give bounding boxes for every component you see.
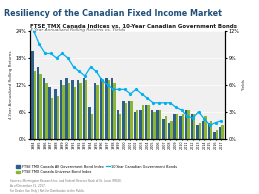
Bar: [196, 125, 199, 139]
Bar: [202, 121, 204, 139]
Text: Resiliency of the Canadian Fixed Income Market: Resiliency of the Canadian Fixed Income …: [4, 9, 222, 18]
Bar: [168, 123, 170, 139]
Bar: [159, 110, 161, 139]
Bar: [94, 83, 96, 139]
Bar: [182, 114, 184, 139]
Bar: [45, 83, 47, 139]
Bar: [130, 100, 133, 139]
Bar: [60, 80, 62, 139]
Bar: [156, 110, 159, 139]
Bar: [66, 78, 68, 139]
Bar: [37, 67, 39, 139]
Bar: [219, 127, 221, 139]
Bar: [83, 78, 85, 139]
Bar: [108, 80, 110, 139]
Bar: [88, 107, 91, 139]
Bar: [199, 123, 201, 139]
Bar: [122, 100, 125, 139]
Bar: [71, 80, 74, 139]
Bar: [145, 105, 147, 139]
Bar: [139, 110, 142, 139]
Bar: [153, 112, 155, 139]
Bar: [162, 119, 164, 139]
Bar: [213, 132, 216, 139]
Bar: [96, 85, 99, 139]
Bar: [31, 51, 34, 139]
Y-axis label: Yields: Yields: [242, 79, 247, 91]
Bar: [43, 78, 45, 139]
Bar: [100, 78, 102, 139]
Bar: [179, 116, 182, 139]
Bar: [151, 110, 153, 139]
Bar: [51, 98, 53, 139]
Bar: [79, 83, 82, 139]
Bar: [85, 80, 87, 139]
Bar: [164, 116, 167, 139]
Bar: [134, 112, 136, 139]
Text: FTSE TMX Canada Indices vs. 10-Year Canadian Government Bonds: FTSE TMX Canada Indices vs. 10-Year Cana…: [30, 24, 237, 29]
Bar: [111, 78, 113, 139]
Bar: [102, 80, 104, 139]
Bar: [174, 114, 176, 139]
Bar: [62, 85, 64, 139]
Bar: [176, 114, 178, 139]
Bar: [128, 100, 130, 139]
Bar: [74, 87, 76, 139]
Bar: [170, 121, 172, 139]
Bar: [204, 116, 207, 139]
Text: Sources: Morningstar Research Inc. and Federal Reserve Bank of St. Louis (FRED).: Sources: Morningstar Research Inc. and F…: [10, 179, 122, 193]
Bar: [216, 130, 218, 139]
Bar: [34, 71, 36, 139]
Y-axis label: 4-Year Annualized Rolling Returns: 4-Year Annualized Rolling Returns: [9, 51, 13, 119]
Bar: [117, 110, 119, 139]
Bar: [68, 83, 70, 139]
Text: 4-Year Annualized Rolling Returns vs. Yields: 4-Year Annualized Rolling Returns vs. Yi…: [30, 28, 125, 32]
Bar: [142, 105, 144, 139]
Bar: [147, 105, 150, 139]
Bar: [39, 74, 42, 139]
Bar: [136, 110, 139, 139]
Bar: [185, 110, 187, 139]
Bar: [48, 87, 51, 139]
Bar: [210, 121, 212, 139]
Bar: [208, 123, 210, 139]
Bar: [77, 80, 79, 139]
Bar: [91, 114, 93, 139]
Bar: [105, 78, 108, 139]
Bar: [125, 103, 127, 139]
Bar: [187, 110, 190, 139]
Bar: [119, 114, 121, 139]
Bar: [191, 114, 193, 139]
Bar: [221, 125, 224, 139]
Bar: [113, 83, 116, 139]
Bar: [193, 114, 195, 139]
Bar: [54, 89, 56, 139]
Legend: FTSE TMX Canada All Government Bond Index, FTSE TMX Canada Universe Bond Index, : FTSE TMX Canada All Government Bond Inde…: [15, 163, 179, 176]
Bar: [56, 96, 59, 139]
